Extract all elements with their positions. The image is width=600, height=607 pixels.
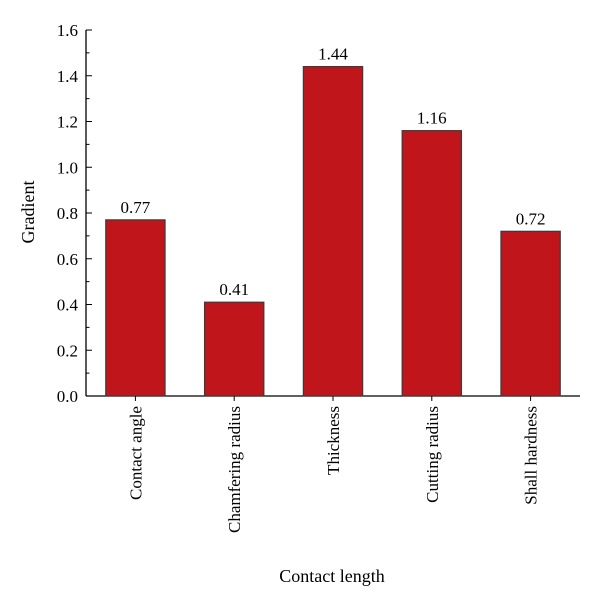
bar xyxy=(401,130,463,397)
bar-value-label: 0.77 xyxy=(121,198,151,217)
x-tick-label: Contact angle xyxy=(126,406,145,500)
x-tick-label: Cutting radius xyxy=(423,406,442,503)
x-tick-label: Shall hardness xyxy=(522,406,541,505)
y-tick-label: 1.6 xyxy=(57,21,78,40)
y-axis-label: Gradient xyxy=(18,181,38,244)
bar xyxy=(302,65,364,397)
bar xyxy=(500,230,561,397)
y-tick-label: 1.4 xyxy=(57,67,79,86)
bar-value-label: 0.41 xyxy=(219,280,249,299)
x-tick-label: Thickness xyxy=(324,406,343,475)
y-tick-label: 0.4 xyxy=(57,296,79,315)
plot-area: 0.0 0.2 0.4 0.6 0.8 1.0 1.2 1.4 1.6 0.77 Contact a… xyxy=(57,21,580,533)
bar-value-label: 1.16 xyxy=(417,109,447,128)
bar xyxy=(105,219,166,397)
y-tick-label: 0.2 xyxy=(57,341,78,360)
x-axis-label: Contact length xyxy=(279,566,384,586)
y-tick-label: 0.0 xyxy=(57,387,78,406)
y-tick-label: 0.6 xyxy=(57,250,78,269)
bar-value-label: 1.44 xyxy=(318,45,348,64)
y-tick-label: 1.2 xyxy=(57,113,78,132)
y-tick-label: 1.0 xyxy=(57,158,78,177)
x-tick-label: Chamfering radius xyxy=(225,406,244,533)
bar xyxy=(203,301,265,397)
y-tick-label: 0.8 xyxy=(57,204,78,223)
bar-value-label: 0.72 xyxy=(516,209,546,228)
